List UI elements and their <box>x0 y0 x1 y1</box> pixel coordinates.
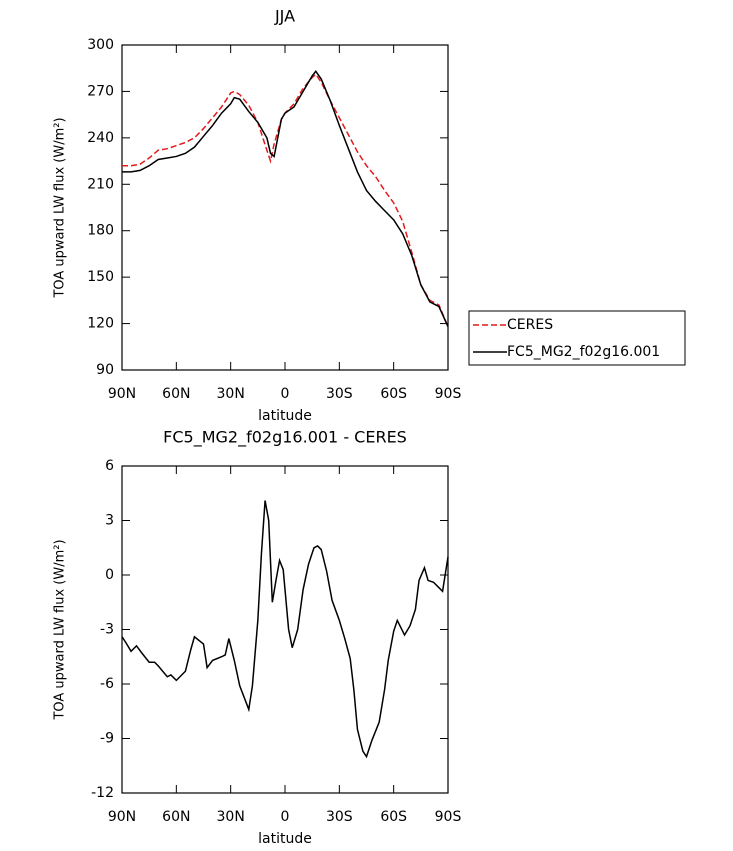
y-tick-label: 180 <box>87 223 114 239</box>
chart-title: FC5_MG2_f02g16.001 - CERES <box>163 428 407 448</box>
x-tick-label: 60N <box>162 386 190 402</box>
x-tick-label: 30S <box>326 809 353 825</box>
data-line <box>121 500 449 759</box>
x-axis-label: latitude <box>258 831 312 847</box>
x-axis-label: latitude <box>258 408 312 424</box>
y-tick-label: 6 <box>105 458 114 474</box>
y-tick-label: 270 <box>87 83 114 99</box>
plot-frame <box>121 465 449 794</box>
data-line <box>122 70 449 327</box>
x-tick-label: 90S <box>435 809 462 825</box>
legend-box <box>468 310 686 366</box>
x-tick-label: 30S <box>326 386 353 402</box>
y-tick-label: 90 <box>96 362 114 378</box>
plot-frame <box>121 44 449 371</box>
x-tick-label: 90N <box>108 809 136 825</box>
x-tick-label: 60N <box>162 809 190 825</box>
y-tick-label: -9 <box>100 731 114 747</box>
chart-title: JJA <box>274 7 295 26</box>
x-tick-label: 90N <box>108 386 136 402</box>
y-tick-label: 0 <box>105 567 114 583</box>
legend-label: CERES <box>507 317 553 333</box>
x-tick-label: 30N <box>217 809 245 825</box>
y-axis-label: TOA upward LW flux (W/m²) <box>53 539 68 720</box>
y-tick-label: -3 <box>100 622 114 638</box>
x-tick-label: 60S <box>380 386 407 402</box>
x-tick-label: 90S <box>435 386 462 402</box>
y-tick-label: 240 <box>87 130 114 146</box>
y-tick-label: -6 <box>100 676 114 692</box>
legend-label: FC5_MG2_f02g16.001 <box>507 344 660 360</box>
y-tick-label: 150 <box>87 269 114 285</box>
x-tick-label: 0 <box>281 386 290 402</box>
x-tick-label: 30N <box>217 386 245 402</box>
y-tick-label: 210 <box>87 176 114 192</box>
y-axis-label: TOA upward LW flux (W/m²) <box>53 117 68 298</box>
y-tick-label: 300 <box>87 37 114 53</box>
y-tick-label: 120 <box>87 316 114 332</box>
y-tick-label: 3 <box>105 513 114 529</box>
y-tick-label: -12 <box>91 785 114 801</box>
x-tick-label: 0 <box>281 809 290 825</box>
x-tick-label: 60S <box>380 809 407 825</box>
